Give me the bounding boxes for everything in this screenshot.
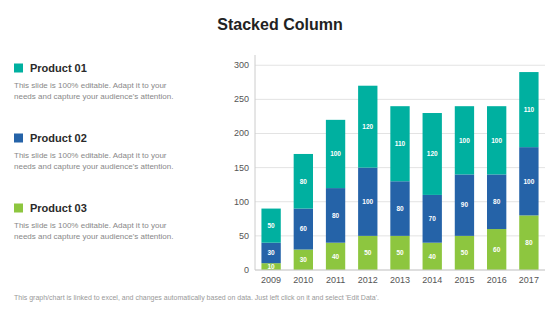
x-tick-label: 2011 xyxy=(326,275,345,285)
bar-segment xyxy=(455,106,474,174)
legend-description: This slide is 100% editable. Adapt it to… xyxy=(14,81,173,101)
bar-segment xyxy=(455,236,474,270)
data-label: 80 xyxy=(332,212,340,219)
bar-segment xyxy=(423,195,442,243)
data-label: 100 xyxy=(491,137,502,144)
bar-segment xyxy=(390,236,409,270)
legend-description: This slide is 100% editable. Adapt it to… xyxy=(14,151,173,171)
grid-line xyxy=(255,270,545,271)
data-label: 110 xyxy=(395,140,406,147)
footer-note: This graph/chart is linked to excel, and… xyxy=(14,294,379,302)
legend-description-line: This slide is 100% editable. Adapt it to… xyxy=(14,81,167,90)
bar-segment xyxy=(519,72,538,147)
data-label: 100 xyxy=(330,150,341,157)
bar-segment xyxy=(423,113,442,195)
y-tick-label: 200 xyxy=(234,128,249,138)
grid-line xyxy=(255,65,545,66)
bar-segment xyxy=(326,243,345,270)
data-label: 80 xyxy=(493,198,501,205)
bar-segment xyxy=(261,263,280,270)
bar-segment xyxy=(294,250,313,270)
legend-label: Product 01 xyxy=(30,62,87,74)
legend-description-line: needs and capture your audience's attent… xyxy=(14,232,173,241)
data-label: 10 xyxy=(267,263,275,270)
legend: Product 01 This slide is 100% editable. A… xyxy=(14,62,173,241)
grid xyxy=(255,65,545,270)
bar-segment xyxy=(326,120,345,188)
y-tick-label: 50 xyxy=(239,231,249,241)
x-tick-label: 2014 xyxy=(422,275,442,285)
x-tick-label: 2017 xyxy=(519,275,539,285)
data-label: 50 xyxy=(364,249,372,256)
legend-label: Product 03 xyxy=(30,202,87,214)
y-tick-label: 300 xyxy=(234,60,249,70)
x-axis-line xyxy=(255,270,545,271)
bar-segment xyxy=(358,168,377,236)
y-tick-label: 150 xyxy=(234,163,249,173)
y-tick-label: 100 xyxy=(234,197,249,207)
bar-segment xyxy=(390,181,409,236)
y-axis-line xyxy=(255,55,256,270)
data-label: 100 xyxy=(459,137,470,144)
legend-swatch xyxy=(14,64,23,73)
data-label: 120 xyxy=(427,150,438,157)
data-label: 120 xyxy=(362,123,373,130)
legend-swatch xyxy=(14,134,23,143)
data-label: 60 xyxy=(300,225,308,232)
data-label: 50 xyxy=(461,249,469,256)
chart: Stacked Column 0 50 100 150 200 250 300 10 30 40 50… xyxy=(0,0,560,315)
bar-segment xyxy=(326,188,345,243)
data-label: 30 xyxy=(300,256,308,263)
data-label: 100 xyxy=(523,178,534,185)
x-tick-label: 2013 xyxy=(390,275,410,285)
legend-description-line: This slide is 100% editable. Adapt it to… xyxy=(14,221,167,230)
x-tick-label: 2016 xyxy=(487,275,507,285)
bar-segment xyxy=(455,174,474,235)
data-label: 90 xyxy=(461,201,469,208)
data-label: 50 xyxy=(396,249,404,256)
data-label: 110 xyxy=(524,106,535,113)
title: Stacked Column xyxy=(217,16,342,33)
bar-segment xyxy=(358,236,377,270)
bar-segment xyxy=(519,147,538,215)
bar-segment xyxy=(487,229,506,270)
data-label: 100 xyxy=(362,198,373,205)
bar-segment xyxy=(261,209,280,243)
legend-swatch xyxy=(14,204,23,213)
bar-segment xyxy=(487,106,506,174)
y-tick-label: 250 xyxy=(234,94,249,104)
bar-segment xyxy=(294,209,313,250)
data-label: 70 xyxy=(429,215,437,222)
data-labels: 10 30 40 50 50 40 50 60 80 30 60 80 100 80 70 90 80 100 50… xyxy=(267,106,534,270)
legend-label: Product 02 xyxy=(30,132,87,144)
bars xyxy=(261,72,538,270)
grid-line xyxy=(255,99,545,100)
bar-segment xyxy=(519,215,538,270)
data-label: 40 xyxy=(332,253,340,260)
data-label: 60 xyxy=(493,246,501,253)
bar-segment xyxy=(358,86,377,168)
legend-description: This slide is 100% editable. Adapt it to… xyxy=(14,221,173,241)
legend-description-line: needs and capture your audience's attent… xyxy=(14,92,173,101)
x-tick-label: 2012 xyxy=(358,275,378,285)
legend-description-line: needs and capture your audience's attent… xyxy=(14,162,173,171)
data-label: 30 xyxy=(267,249,275,256)
bar-segment xyxy=(390,106,409,181)
bar-segment xyxy=(487,174,506,229)
data-label: 80 xyxy=(525,239,533,246)
data-label: 40 xyxy=(429,253,437,260)
data-label: 80 xyxy=(300,178,308,185)
y-tick-label: 0 xyxy=(244,265,249,275)
x-tick-label: 2010 xyxy=(293,275,313,285)
data-label: 50 xyxy=(267,222,275,229)
bar-segment xyxy=(423,243,442,270)
bar-segment xyxy=(261,243,280,263)
data-label: 80 xyxy=(396,205,404,212)
bar-segment xyxy=(294,154,313,209)
legend-description-line: This slide is 100% editable. Adapt it to… xyxy=(14,151,167,160)
x-tick-label: 2009 xyxy=(261,275,281,285)
x-tick-label: 2015 xyxy=(454,275,474,285)
